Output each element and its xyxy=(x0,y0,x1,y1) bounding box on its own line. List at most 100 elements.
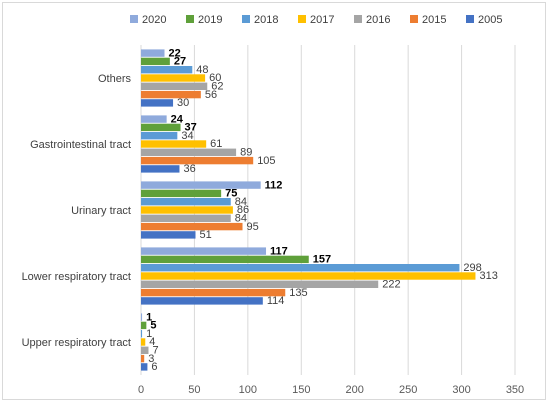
bar-2019 xyxy=(141,255,309,264)
x-tick-label: 100 xyxy=(239,384,257,396)
x-tick-label: 50 xyxy=(188,384,200,396)
chart-frame: 1 5 1 4 7 3 6 117 157 298 313 222 135 114 112 75 84 86 84 9… xyxy=(2,2,546,400)
data-label-2016: 222 xyxy=(382,279,400,291)
bar-2015 xyxy=(141,90,201,99)
bar-2019 xyxy=(141,123,181,132)
bar-2016 xyxy=(141,346,149,354)
legend-swatch-2015 xyxy=(410,15,418,23)
bar-2017 xyxy=(141,206,233,214)
data-label-2016: 84 xyxy=(235,213,247,225)
bar-2017 xyxy=(141,74,206,82)
data-label-2020: 117 xyxy=(270,245,288,257)
bar-2015 xyxy=(141,156,254,165)
bar-2005 xyxy=(141,231,196,239)
data-label-2018: 84 xyxy=(235,196,247,208)
legend-label-2005: 2005 xyxy=(478,14,502,26)
category-label: Urinary tract xyxy=(71,205,131,217)
data-label-2015: 135 xyxy=(289,287,307,299)
bar-2020 xyxy=(141,181,261,189)
legend-label-2019: 2019 xyxy=(198,14,222,26)
bar-2020 xyxy=(141,49,165,57)
bars xyxy=(141,49,476,371)
data-label-2016: 89 xyxy=(240,147,252,159)
legend-label-2017: 2017 xyxy=(310,14,334,26)
bar-2016 xyxy=(141,82,208,90)
data-label-2015: 3 xyxy=(148,353,154,365)
data-label-2019: 27 xyxy=(174,56,186,68)
x-tick-label: 0 xyxy=(138,384,144,396)
x-tick-label: 250 xyxy=(399,384,417,396)
x-axis-ticks: 0 50 100 150 200 250 300 350 xyxy=(138,384,524,396)
data-label-2019: 75 xyxy=(225,188,237,200)
legend-swatch-2019 xyxy=(186,15,194,23)
data-label-2005: 6 xyxy=(151,361,157,373)
legend-label-2020: 2020 xyxy=(142,14,166,26)
legend-swatch-2016 xyxy=(354,15,362,23)
data-label-2018: 34 xyxy=(181,130,193,142)
category-label: Lower respiratory tract xyxy=(22,271,131,283)
bar-2005 xyxy=(141,165,180,173)
data-label-2020: 112 xyxy=(265,179,283,191)
bar-2018 xyxy=(141,132,178,140)
bar-2020 xyxy=(141,247,267,255)
x-tick-label: 300 xyxy=(452,384,470,396)
legend-label-2015: 2015 xyxy=(422,14,446,26)
data-label-2016: 62 xyxy=(211,81,223,93)
x-tick-label: 150 xyxy=(292,384,310,396)
data-label-2017: 60 xyxy=(209,72,221,84)
legend-swatch-2018 xyxy=(242,15,250,23)
bar-2019 xyxy=(141,321,147,330)
legend-label-2018: 2018 xyxy=(254,14,278,26)
category-label: Upper respiratory tract xyxy=(22,337,131,349)
gridlines xyxy=(140,45,516,375)
bar-2018 xyxy=(141,198,231,206)
legend: 2020 2019 2018 2017 2016 2015 2005 xyxy=(130,14,502,26)
data-label-2018: 298 xyxy=(463,262,481,274)
bar-2005 xyxy=(141,363,148,371)
bar-2015 xyxy=(141,222,243,231)
data-label-2019: 37 xyxy=(185,122,197,134)
bar-2019 xyxy=(141,57,170,66)
bar-2016 xyxy=(141,148,237,156)
bar-2015 xyxy=(141,354,145,363)
data-label-2019: 5 xyxy=(150,320,156,332)
data-label-2017: 86 xyxy=(237,204,249,216)
data-label-2018: 48 xyxy=(196,64,208,76)
x-tick-label: 350 xyxy=(506,384,524,396)
data-label-2017: 61 xyxy=(210,138,222,150)
bar-2018 xyxy=(141,264,460,272)
bar-2005 xyxy=(141,297,263,305)
bar-2018 xyxy=(141,66,193,74)
data-label-2005: 51 xyxy=(199,229,211,241)
category-label: Others xyxy=(98,73,132,85)
category-label: Gastrointestinal tract xyxy=(30,139,131,151)
data-label-2019: 157 xyxy=(313,254,331,266)
bar-2018 xyxy=(141,330,143,338)
bar-2015 xyxy=(141,288,286,297)
bar-2019 xyxy=(141,189,222,198)
data-label-2005: 30 xyxy=(177,97,189,109)
bar-2020 xyxy=(141,115,167,123)
data-label-2020: 22 xyxy=(169,47,181,59)
data-label-2017: 4 xyxy=(149,336,155,348)
bar-2016 xyxy=(141,214,231,222)
category-labels: Upper respiratory tract Lower respiratory… xyxy=(22,73,132,349)
legend-swatch-2020 xyxy=(130,15,138,23)
data-label-2005: 114 xyxy=(267,295,285,307)
data-label-2017: 313 xyxy=(479,270,497,282)
data-label-2005: 36 xyxy=(183,163,195,175)
data-label-2020: 1 xyxy=(146,311,152,323)
bar-2020 xyxy=(141,313,143,321)
data-label-2015: 105 xyxy=(257,155,275,167)
data-label-2016: 7 xyxy=(152,345,158,357)
legend-label-2016: 2016 xyxy=(366,14,390,26)
bar-2005 xyxy=(141,99,174,107)
bar-2017 xyxy=(141,140,207,148)
data-label-2015: 95 xyxy=(247,221,259,233)
bar-chart: 1514736117157298313222135114112758486849… xyxy=(22,14,525,396)
bar-2017 xyxy=(141,272,476,280)
legend-swatch-2017 xyxy=(298,15,306,23)
legend-swatch-2005 xyxy=(466,15,474,23)
data-label-2020: 24 xyxy=(171,113,184,125)
bar-2016 xyxy=(141,280,379,288)
